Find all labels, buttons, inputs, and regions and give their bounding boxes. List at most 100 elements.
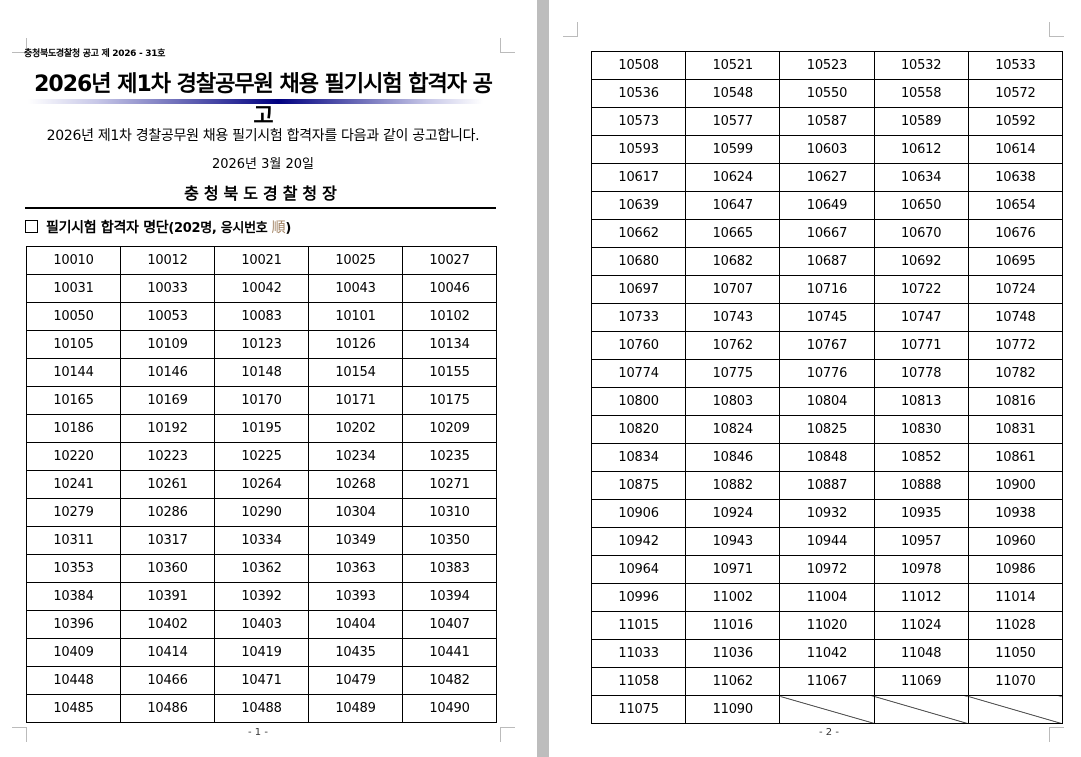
applicant-number-cell: 10778 (873, 359, 969, 388)
applicant-number-cell: 10638 (967, 163, 1064, 192)
table-row: 11058 11062 11067 11069 11070 (590, 667, 1064, 696)
applicant-number-cell: 10654 (967, 191, 1064, 220)
applicant-number-cell: 10488 (214, 694, 309, 723)
table-row: 10906 10924 10932 10935 10938 (590, 499, 1064, 528)
applicant-number-cell: 10225 (214, 442, 309, 471)
applicant-number-cell: 10391 (120, 582, 215, 611)
applicant-number-cell: 11004 (779, 583, 875, 612)
applicant-number-cell: 10441 (402, 638, 497, 667)
table-row: 10279 10286 10290 10304 10310 (26, 498, 497, 527)
applicant-number-cell: 10852 (873, 443, 969, 472)
applicant-number-cell: 10577 (685, 107, 781, 136)
applicant-number-cell: 10572 (967, 79, 1064, 108)
applicant-number-cell: 10906 (590, 499, 687, 528)
table-row: 10409 10414 10419 10435 10441 (26, 638, 497, 667)
applicant-number-cell: 10846 (685, 443, 781, 472)
table-row: 10573 10577 10587 10589 10592 (590, 107, 1064, 136)
applicant-number-cell: 10404 (308, 610, 403, 639)
table-row: 10448 10466 10471 10479 10482 (26, 666, 497, 695)
applicant-number-cell: 10548 (685, 79, 781, 108)
applicant-number-cell: 10407 (402, 610, 497, 639)
applicant-number-cell: 10743 (685, 303, 781, 332)
crop-mark (12, 727, 27, 742)
table-row: 10593 10599 10603 10612 10614 (590, 135, 1064, 164)
applicant-number-cell: 10782 (967, 359, 1064, 388)
applicant-number-cell: 10482 (402, 666, 497, 695)
applicant-number-cell: 10682 (685, 247, 781, 276)
applicant-number-cell: 10687 (779, 247, 875, 276)
applicant-number-cell: 10533 (967, 51, 1064, 80)
intro-text: 2026년 제1차 경찰공무원 채용 필기시험 합격자를 다음과 같이 공고합니… (46, 128, 480, 144)
table-row: 11033 11036 11042 11048 11050 (590, 639, 1064, 668)
applicant-number-cell: 10748 (967, 303, 1064, 332)
applicant-number-cell: 10716 (779, 275, 875, 304)
table-row: 10010 10012 10021 10025 10027 (26, 246, 497, 275)
applicant-number-cell: 10264 (214, 470, 309, 499)
applicant-number-cell: 11070 (967, 667, 1064, 696)
applicant-number-cell: 10695 (967, 247, 1064, 276)
applicant-number-cell: 10105 (26, 330, 121, 359)
applicant-number-cell: 10154 (308, 358, 403, 387)
applicant-number-cell: 10825 (779, 415, 875, 444)
applicant-number-cell: 10824 (685, 415, 781, 444)
applicant-number-cell: 10360 (120, 554, 215, 583)
applicant-number-cell: 10290 (214, 498, 309, 527)
applicant-number-cell: 10393 (308, 582, 403, 611)
section-count: (202명, 응시번호 (168, 221, 272, 236)
applicant-number-cell: 10639 (590, 191, 687, 220)
applicant-number-cell: 10971 (685, 555, 781, 584)
page-number: - 1 - (248, 727, 268, 738)
applicant-number-cell: 10830 (873, 415, 969, 444)
applicant-number-cell: 10900 (967, 471, 1064, 500)
applicant-number-cell: 10271 (402, 470, 497, 499)
applicant-number-cell: 10760 (590, 331, 687, 360)
applicant-number-cell: 10776 (779, 359, 875, 388)
applicant-number-cell: 10800 (590, 387, 687, 416)
applicant-number-cell: 10972 (779, 555, 875, 584)
applicant-number-cell: 10268 (308, 470, 403, 499)
applicant-number-cell: 11015 (590, 611, 687, 640)
applicant-number-cell: 10311 (26, 526, 121, 555)
applicant-number-cell: 10887 (779, 471, 875, 500)
applicant-number-cell: 10944 (779, 527, 875, 556)
applicant-number-cell: 10650 (873, 191, 969, 220)
crop-mark (500, 38, 515, 53)
table-row: 10774 10775 10776 10778 10782 (590, 359, 1064, 388)
table-row: 10353 10360 10362 10363 10383 (26, 554, 497, 583)
applicant-number-cell: 10394 (402, 582, 497, 611)
applicant-number-cell: 10804 (779, 387, 875, 416)
applicant-number-cell: 10209 (402, 414, 497, 443)
table-row: 10536 10548 10550 10558 10572 (590, 79, 1064, 108)
applicant-number-cell: 10334 (214, 526, 309, 555)
page-number: - 2 - (819, 727, 839, 738)
title-underline-bar (28, 99, 483, 104)
applicant-number-cell: 10670 (873, 219, 969, 248)
applicant-number-cell: 10134 (402, 330, 497, 359)
applicant-number-cell: 10419 (214, 638, 309, 667)
applicant-number-cell: 10649 (779, 191, 875, 220)
applicant-number-cell: 11075 (590, 695, 687, 724)
applicant-number-cell: 10803 (685, 387, 781, 416)
applicant-number-cell: 10126 (308, 330, 403, 359)
applicant-number-cell: 10888 (873, 471, 969, 500)
applicant-number-cell: 10662 (590, 219, 687, 248)
applicant-number-cell: 10123 (214, 330, 309, 359)
applicant-number-cell: 10986 (967, 555, 1064, 584)
applicant-number-cell: 11090 (685, 695, 781, 724)
applicant-number-cell: 11033 (590, 639, 687, 668)
applicant-number-cell: 11024 (873, 611, 969, 640)
applicant-number-cell: 10101 (308, 302, 403, 331)
applicant-number-cell: 10485 (26, 694, 121, 723)
empty-cell (779, 695, 875, 724)
applicant-number-cell: 10102 (402, 302, 497, 331)
applicant-number-cell: 10820 (590, 415, 687, 444)
applicant-number-cell: 10479 (308, 666, 403, 695)
section-heading-text: 필기시험 합격자 명단 (46, 220, 169, 236)
applicant-number-cell: 10875 (590, 471, 687, 500)
applicant-number-cell: 10733 (590, 303, 687, 332)
applicant-number-cell: 10665 (685, 219, 781, 248)
table-row: 10241 10261 10264 10268 10271 (26, 470, 497, 499)
applicant-number-cell: 10027 (402, 246, 497, 275)
applicant-number-cell: 10831 (967, 415, 1064, 444)
applicant-number-cell: 10392 (214, 582, 309, 611)
